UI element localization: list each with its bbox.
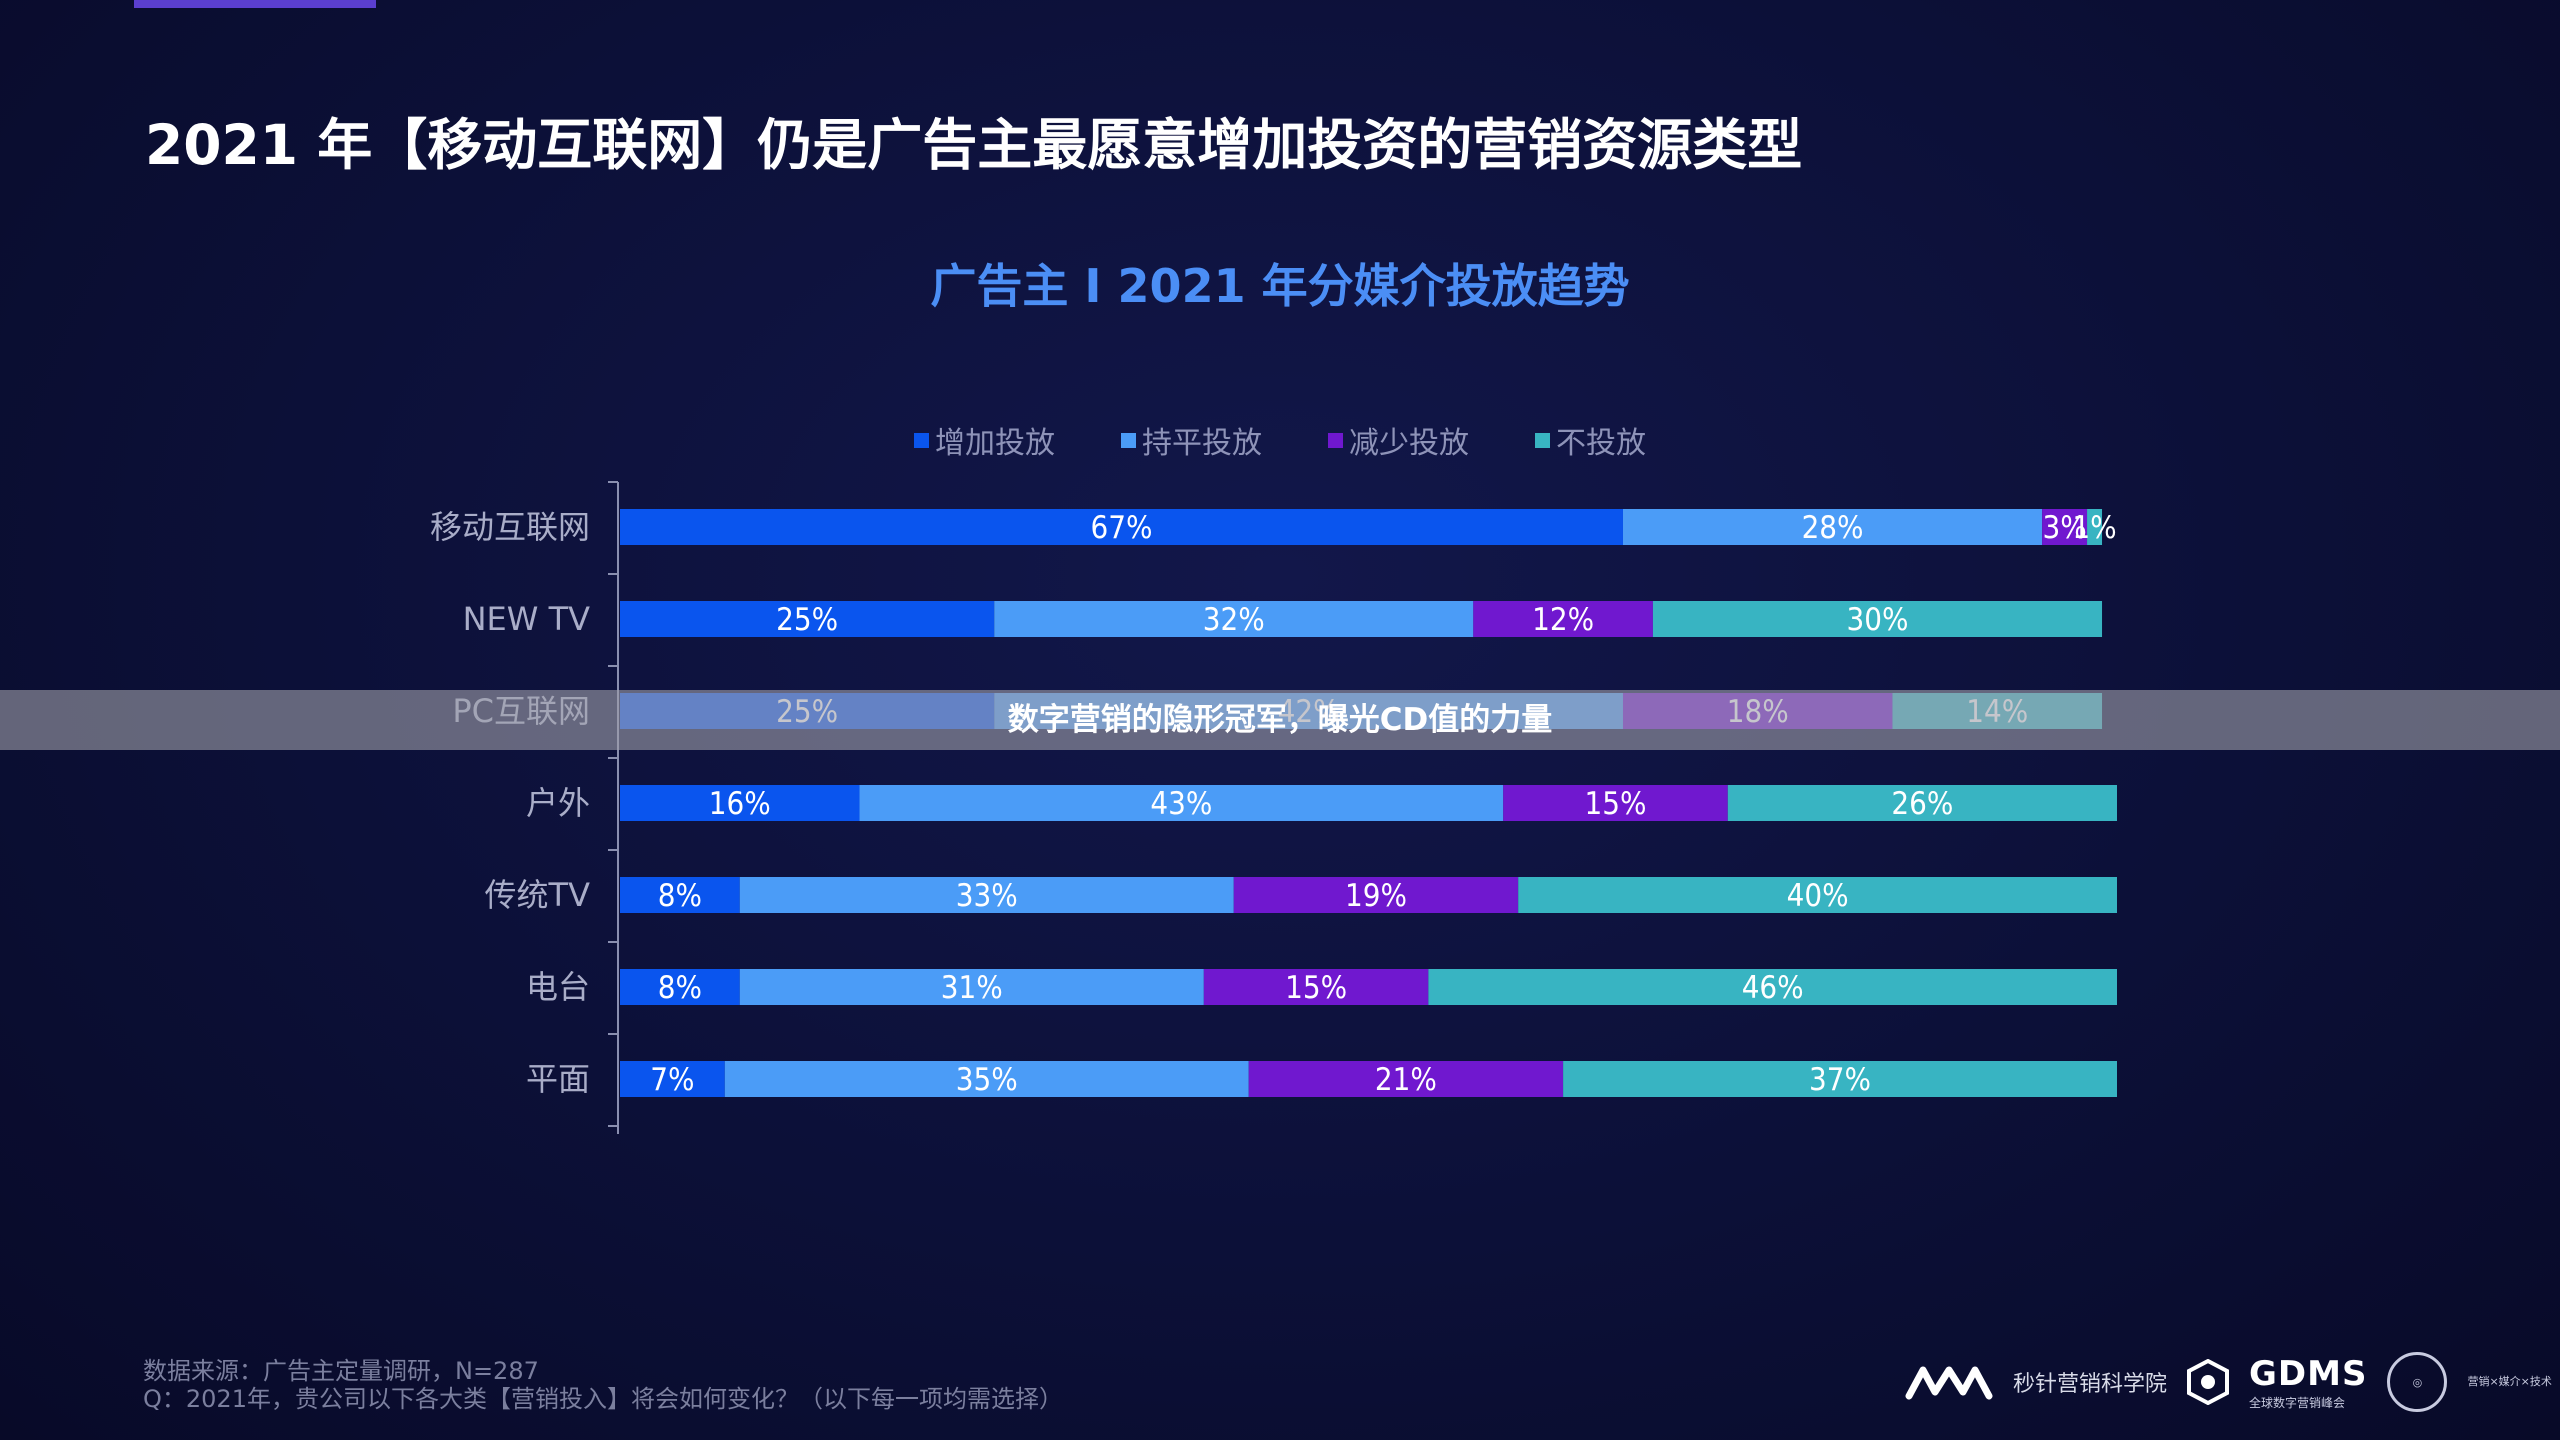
bar-segment (620, 1061, 725, 1097)
data-label: 25% (776, 602, 838, 638)
bar-segment (859, 785, 1504, 821)
data-label: 8% (658, 878, 702, 914)
data-label: 37% (1809, 1062, 1871, 1098)
data-label: 15% (1285, 970, 1347, 1006)
category-label: 平面 (526, 1060, 590, 1098)
data-label: 31% (941, 970, 1003, 1006)
chinamedia-circle-logo-icon: ◎ (2387, 1352, 2448, 1412)
gdms-logo-subtext: 全球数字营销峰会 (2249, 1395, 2346, 1410)
source-line-1: 数据来源：广告主定量调研，N=287 (143, 1357, 539, 1385)
legend-item-decrease: 减少投放 (1328, 418, 1469, 462)
caption-overlay-text: 数字营销的隐形冠军，曝光CD值的力量 (1007, 702, 1553, 738)
gdms-logo: GDMS 全球数字营销峰会 (2249, 1354, 2367, 1411)
data-label: 12% (1532, 602, 1594, 638)
caption-overlay-band (0, 690, 2560, 750)
bar-segment (620, 785, 860, 821)
category-label: NEW TV (463, 600, 591, 638)
miaozhen-logo-icon (1905, 1366, 1993, 1400)
legend-label-flat: 持平投放 (1142, 426, 1262, 461)
data-label: 3% (2042, 510, 2086, 546)
bar-segment (1203, 969, 1429, 1005)
bar-segment (1622, 509, 2043, 545)
bar-segment (2042, 509, 2088, 545)
top-accent-bar (134, 0, 376, 8)
bar-segment (1503, 785, 1728, 821)
category-label: 传统TV (485, 876, 591, 914)
data-label: 30% (1846, 602, 1908, 638)
legend-label-decrease: 减少投放 (1349, 426, 1469, 461)
bar-segment (620, 509, 1623, 545)
data-label: 28% (1802, 510, 1864, 546)
legend-item-none: 不投放 (1535, 418, 1646, 462)
gdms-logo-text: GDMS (2249, 1353, 2368, 1394)
bar-segment (620, 601, 995, 637)
data-label: 19% (1345, 878, 1407, 914)
legend-swatch-decrease (1328, 432, 1343, 448)
data-label: 16% (709, 786, 771, 822)
data-label: 43% (1150, 786, 1212, 822)
category-label: 户外 (526, 784, 590, 822)
bar-segment (739, 877, 1234, 913)
chinamedia-logo-text: 营销×媒介×技术 (2467, 1375, 2552, 1388)
data-label: 35% (956, 1062, 1018, 1098)
bar-segment (1563, 1061, 2117, 1097)
legend-swatch-none (1535, 432, 1550, 448)
legend-swatch-flat (1121, 432, 1136, 448)
data-label: 8% (658, 970, 702, 1006)
gdms-hexagon-icon (2187, 1359, 2230, 1405)
chart-legend: 增加投放 持平投放 减少投放 不投放 (0, 418, 2560, 462)
bar-segment (1233, 877, 1519, 913)
data-label: 7% (650, 1062, 694, 1098)
bar-segment (1248, 1061, 1564, 1097)
bar-segment (2087, 509, 2103, 545)
bar-segment (1473, 601, 1653, 637)
bar-segment (724, 1061, 1249, 1097)
bar-segment (620, 877, 740, 913)
category-label: 电台 (526, 968, 590, 1006)
data-label: 32% (1203, 602, 1265, 638)
legend-label-none: 不投放 (1556, 426, 1646, 461)
bar-segment (1727, 785, 2117, 821)
legend-item-flat: 持平投放 (1121, 418, 1262, 462)
data-label: 67% (1090, 510, 1152, 546)
data-label: 40% (1787, 878, 1849, 914)
data-label: 26% (1891, 786, 1953, 822)
source-note: 数据来源：广告主定量调研，N=287 Q：2021年，贵公司以下各大类【营销投入… (143, 1357, 1063, 1413)
footer-logos: 秒针营销科学院 GDMS 全球数字营销峰会 ◎ 营销×媒介×技术 (1905, 1352, 2552, 1412)
data-label: 1% (2072, 510, 2116, 546)
category-label: 移动互联网 (430, 508, 590, 546)
data-label: 33% (956, 878, 1018, 914)
data-label: 46% (1742, 970, 1804, 1006)
bar-segment (994, 601, 1474, 637)
page-title: 2021 年【移动互联网】仍是广告主最愿意增加投资的营销资源类型 (145, 113, 1803, 177)
legend-swatch-increase (914, 432, 929, 448)
bar-segment (739, 969, 1204, 1005)
legend-item-increase: 增加投放 (914, 418, 1055, 462)
bar-segment (1652, 601, 2103, 637)
chart-title: 广告主 I 2021 年分媒介投放趋势 (930, 259, 1630, 313)
data-label: 15% (1585, 786, 1647, 822)
bar-segment (1428, 969, 2117, 1005)
legend-label-increase: 增加投放 (935, 426, 1055, 461)
bar-segment (620, 969, 740, 1005)
data-label: 21% (1375, 1062, 1437, 1098)
bar-segment (1518, 877, 2117, 913)
source-line-2: Q：2021年，贵公司以下各大类【营销投入】将会如何变化？（以下每一项均需选择） (143, 1385, 1063, 1413)
miaozhen-logo-text: 秒针营销科学院 (2013, 1372, 2168, 1397)
